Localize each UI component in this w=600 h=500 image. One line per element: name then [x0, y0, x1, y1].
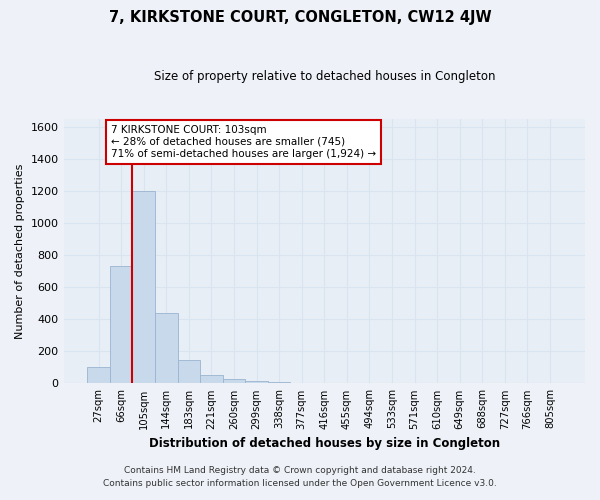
Text: Contains HM Land Registry data © Crown copyright and database right 2024.
Contai: Contains HM Land Registry data © Crown c…: [103, 466, 497, 487]
Bar: [200, 374, 223, 384]
Bar: [178, 360, 200, 384]
Bar: [133, 191, 155, 384]
Bar: [87, 368, 110, 384]
Y-axis label: Number of detached properties: Number of detached properties: [15, 164, 25, 339]
X-axis label: Distribution of detached houses by size in Congleton: Distribution of detached houses by size …: [149, 437, 500, 450]
Title: Size of property relative to detached houses in Congleton: Size of property relative to detached ho…: [154, 70, 495, 83]
Bar: [223, 379, 245, 384]
Bar: [155, 313, 178, 384]
Text: 7, KIRKSTONE COURT, CONGLETON, CW12 4JW: 7, KIRKSTONE COURT, CONGLETON, CW12 4JW: [109, 10, 491, 25]
Text: 7 KIRKSTONE COURT: 103sqm
← 28% of detached houses are smaller (745)
71% of semi: 7 KIRKSTONE COURT: 103sqm ← 28% of detac…: [111, 126, 376, 158]
Bar: [268, 382, 290, 384]
Bar: [245, 381, 268, 384]
Bar: [110, 266, 133, 384]
